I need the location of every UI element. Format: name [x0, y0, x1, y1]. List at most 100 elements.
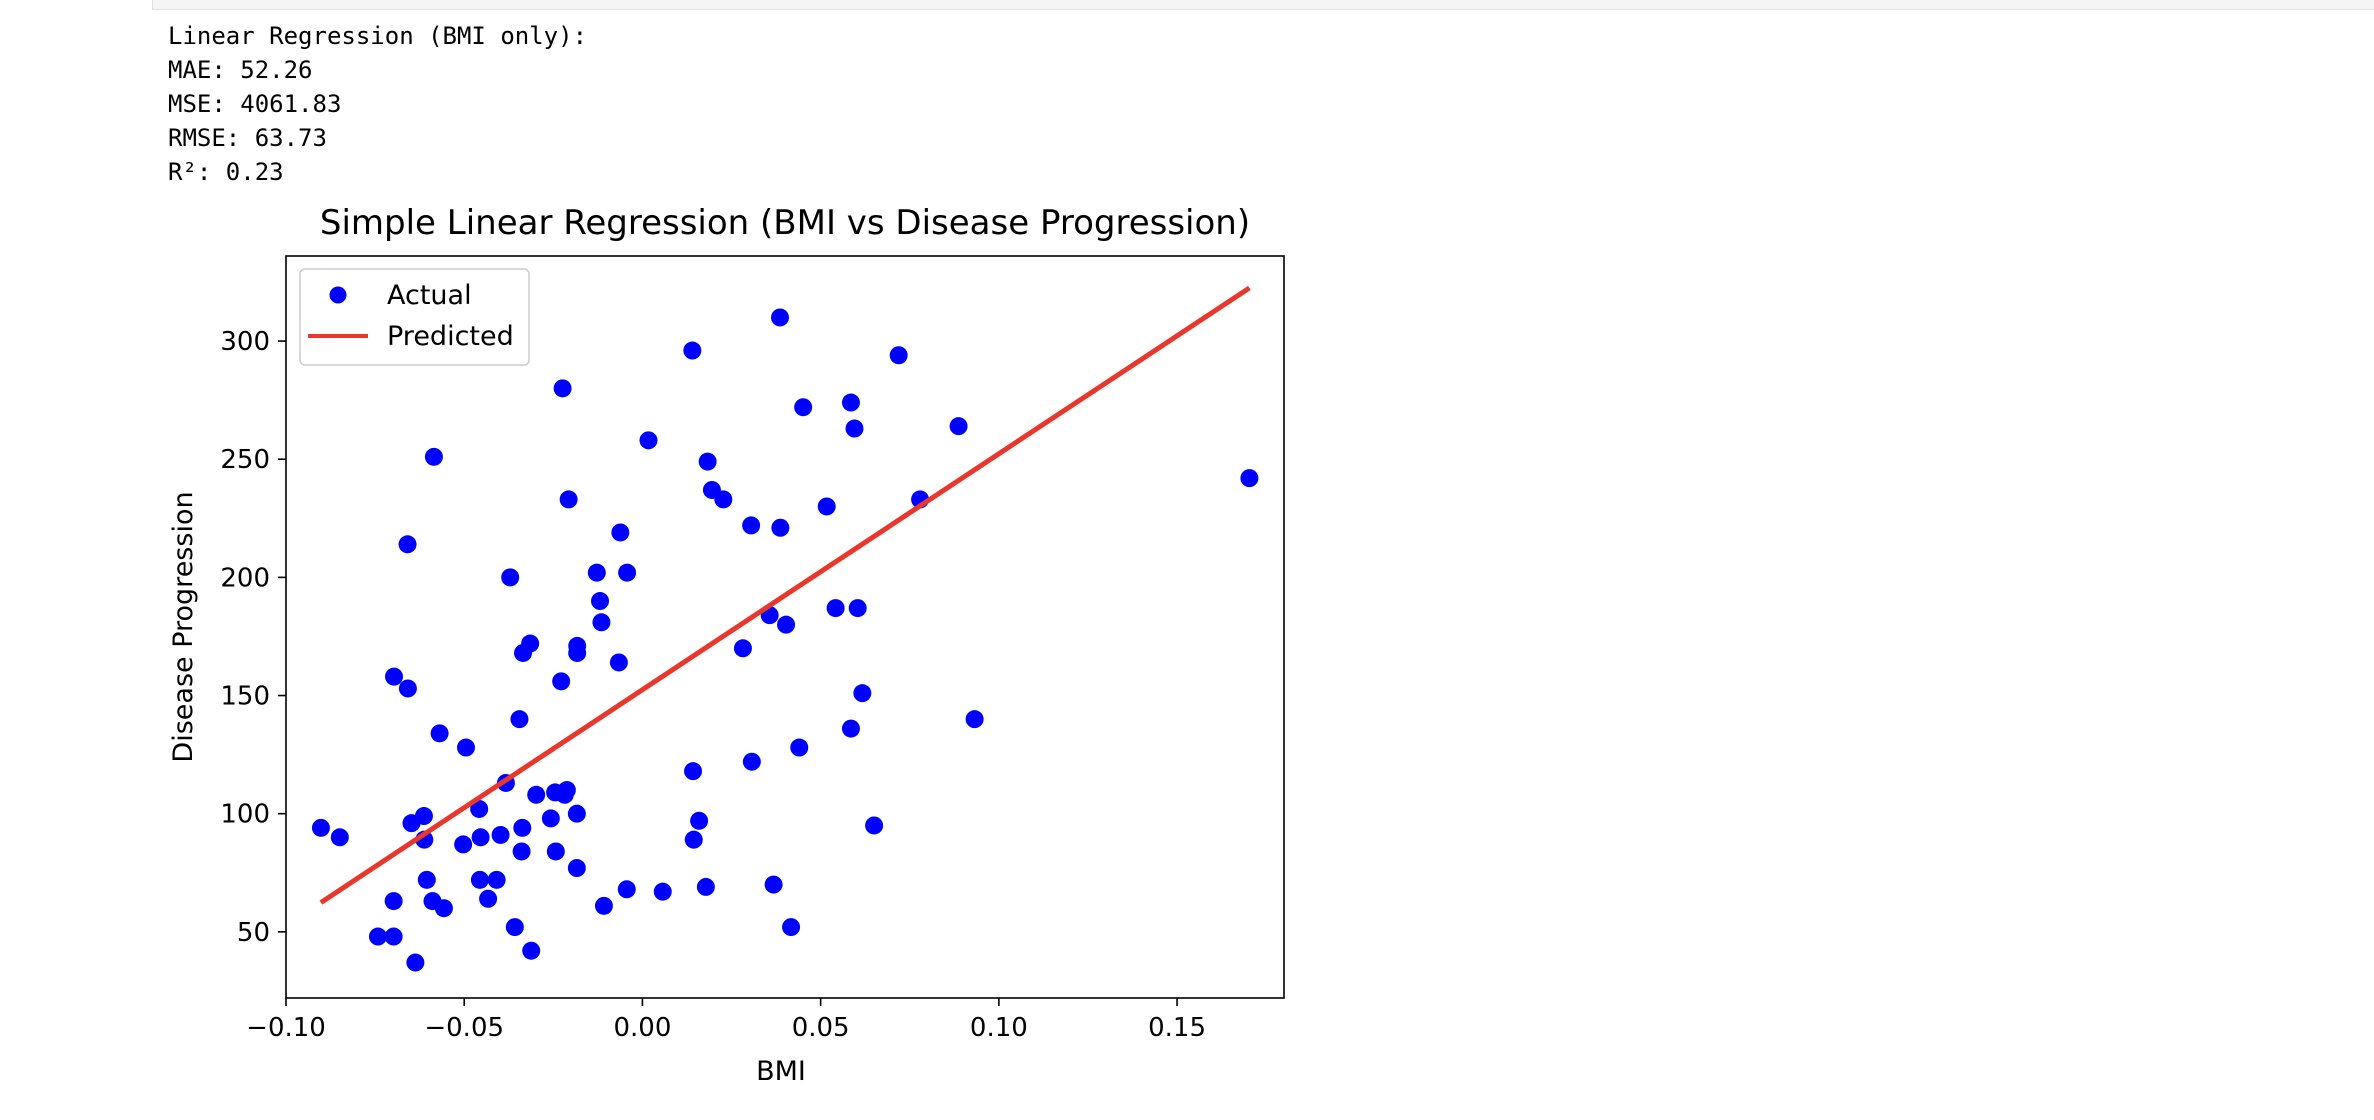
data-point [845, 419, 864, 438]
data-point [826, 599, 845, 618]
legend-box [299, 268, 530, 366]
cell-output-text: Linear Regression (BMI only): MAE: 52.26 M… [168, 19, 587, 189]
data-point [487, 870, 506, 889]
data-point [368, 927, 387, 946]
data-point [552, 672, 571, 691]
x-tick-label: 0.15 [1148, 1013, 1206, 1043]
y-axis-label: Disease Progression [168, 491, 199, 762]
data-point [965, 710, 984, 729]
data-point [546, 842, 565, 861]
data-point [541, 809, 560, 828]
data-point [817, 497, 836, 516]
data-point [567, 859, 586, 878]
data-point [491, 825, 510, 844]
data-point [1240, 469, 1259, 488]
data-point [617, 880, 636, 899]
data-point [553, 379, 572, 398]
data-point [714, 490, 733, 509]
data-point [522, 941, 541, 960]
data-point [384, 927, 403, 946]
data-point [841, 719, 860, 738]
data-point [777, 615, 796, 634]
data-point [591, 592, 610, 611]
data-point [684, 762, 703, 781]
x-axis-ticks: −0.10 −0.05 0.00 0.05 0.10 0.15 [246, 998, 1206, 1043]
legend: Actual Predicted [299, 268, 530, 366]
legend-actual-label: Actual [387, 280, 472, 311]
y-tick-label: 100 [220, 800, 270, 830]
data-point [521, 634, 540, 653]
data-point [434, 899, 453, 918]
data-point [512, 842, 531, 861]
y-tick-label: 300 [220, 327, 270, 357]
data-point [794, 398, 813, 417]
data-point [456, 738, 475, 757]
data-point [684, 830, 703, 849]
data-point [470, 799, 489, 818]
output-line: R²: 0.23 [168, 158, 284, 186]
regression-line [319, 285, 1251, 905]
output-line: MAE: 52.26 [168, 56, 313, 84]
output-line: MSE: 4061.83 [168, 90, 342, 118]
data-point [790, 738, 809, 757]
data-point [592, 613, 611, 632]
data-point [690, 811, 709, 830]
chart-title: Simple Linear Regression (BMI vs Disease… [320, 203, 1250, 243]
data-point [683, 341, 702, 360]
data-point [733, 639, 752, 658]
data-point [639, 431, 658, 450]
data-point [567, 804, 586, 823]
data-point [430, 724, 449, 743]
data-point [470, 870, 489, 889]
legend-actual-marker [329, 286, 347, 304]
y-tick-label: 50 [237, 918, 270, 948]
data-point [454, 835, 473, 854]
chart-figure: Simple Linear Regression (BMI vs Disease… [155, 200, 1305, 1105]
data-point [384, 667, 403, 686]
x-tick-label: 0.05 [792, 1013, 850, 1043]
data-point [609, 653, 628, 672]
data-point [398, 535, 417, 554]
plot-content [311, 285, 1259, 972]
data-point [696, 877, 715, 896]
data-point [594, 896, 613, 915]
previous-cell-edge [152, 0, 2374, 10]
data-point [653, 882, 672, 901]
data-point [398, 679, 417, 698]
x-tick-label: −0.10 [246, 1013, 326, 1043]
data-point [557, 781, 576, 800]
data-point [889, 346, 908, 365]
data-point [848, 599, 867, 618]
data-point [471, 828, 490, 847]
scatter-chart: Simple Linear Regression (BMI vs Disease… [168, 203, 1285, 1087]
output-line: Linear Regression (BMI only): [168, 22, 588, 50]
data-point [424, 447, 443, 466]
data-point [771, 518, 790, 537]
y-axis-ticks: 50 100 150 200 250 300 [220, 327, 286, 948]
legend-predicted-label: Predicted [387, 321, 514, 352]
data-point [417, 870, 436, 889]
y-tick-label: 150 [220, 682, 270, 712]
data-point [742, 516, 761, 535]
y-tick-label: 250 [220, 445, 270, 475]
data-point [501, 568, 520, 587]
data-point [479, 889, 498, 908]
data-point [559, 490, 578, 509]
data-point [311, 818, 330, 837]
data-point [853, 684, 872, 703]
data-point [406, 953, 425, 972]
data-point [771, 308, 790, 327]
data-point [865, 816, 884, 835]
plot-frame [285, 255, 1285, 999]
x-tick-label: 0.10 [970, 1013, 1028, 1043]
data-point [505, 918, 524, 937]
data-point [513, 818, 532, 837]
x-axis-label: BMI [756, 1056, 806, 1087]
data-point [414, 807, 433, 826]
x-tick-label: −0.05 [424, 1013, 504, 1043]
data-point [764, 875, 783, 894]
x-tick-label: 0.00 [613, 1013, 671, 1043]
data-point [510, 710, 529, 729]
y-tick-label: 200 [220, 563, 270, 593]
data-point [527, 785, 546, 804]
